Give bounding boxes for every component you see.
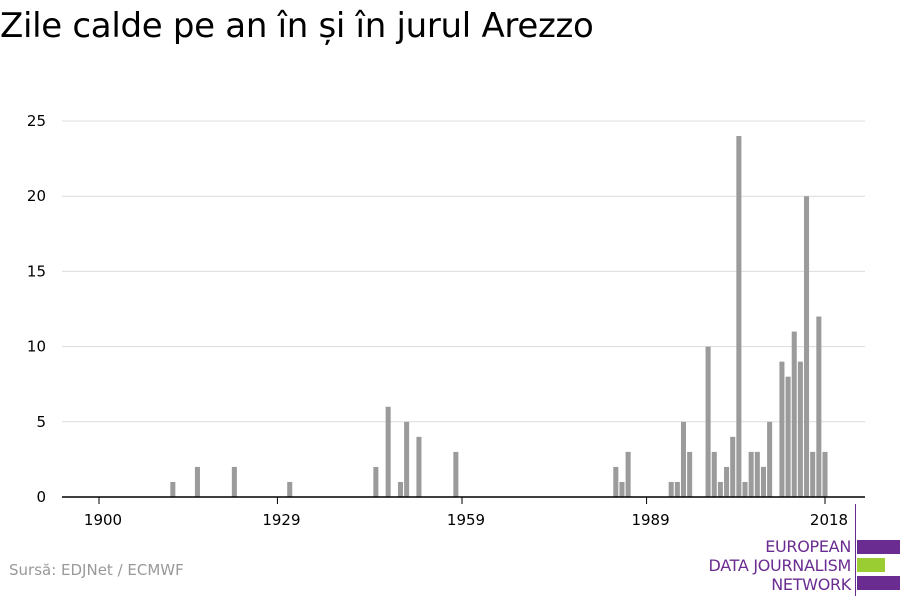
bar (724, 466, 730, 497)
bar (742, 481, 748, 497)
bar (779, 361, 785, 497)
bar (613, 466, 619, 497)
logo-text-line: DATA JOURNALISM (708, 556, 852, 575)
gridlines (62, 120, 865, 423)
bar (822, 451, 828, 497)
bar (717, 481, 723, 497)
bar (287, 481, 293, 497)
y-tick-label: 20 (27, 187, 46, 205)
logo-bar (857, 576, 900, 590)
bar (231, 466, 237, 497)
bar (730, 436, 736, 497)
logo-text-line: NETWORK (771, 575, 851, 594)
bar (385, 406, 391, 497)
x-tick-label: 2018 (810, 511, 848, 529)
y-tick-label: 25 (27, 112, 46, 130)
x-tick-label: 1959 (447, 511, 485, 529)
bars (170, 136, 828, 498)
y-tick-label: 0 (36, 488, 46, 506)
bar (816, 316, 822, 497)
bar (170, 481, 176, 497)
bar (736, 136, 742, 498)
x-tick-label: 1989 (631, 511, 669, 529)
bar (194, 466, 200, 497)
logo-bar (857, 540, 900, 554)
y-tick-label: 15 (27, 262, 46, 280)
axes: 0 5 10 15 20 25 1900 1929 1959 1989 2018 (27, 112, 865, 529)
bar (687, 451, 693, 497)
bar (767, 421, 773, 497)
y-tick-label: 5 (36, 413, 46, 431)
bar (619, 481, 625, 497)
bar (705, 346, 711, 497)
chart-title: Zile calde pe an în și în jurul Arezzo (0, 6, 594, 46)
bar (397, 481, 403, 497)
bar (404, 421, 410, 497)
logo-text-line: EUROPEAN (765, 537, 851, 556)
bar (748, 451, 754, 497)
bar (416, 436, 422, 497)
bar (668, 481, 674, 497)
y-tick-label: 10 (27, 338, 46, 356)
bar (453, 451, 459, 497)
bar (754, 451, 760, 497)
x-tick-label: 1900 (84, 511, 122, 529)
edjnet-logo[interactable]: EUROPEAN DATA JOURNALISM NETWORK (700, 504, 900, 596)
bar (804, 196, 810, 497)
bar (680, 421, 687, 497)
bar (810, 451, 816, 497)
bar (373, 466, 379, 497)
bar (760, 466, 766, 497)
bar (785, 376, 791, 497)
bar (791, 331, 797, 497)
x-tick-label: 1929 (262, 511, 300, 529)
logo-bar (857, 558, 885, 572)
source-note: Sursă: EDJNet / ECMWF (9, 561, 184, 579)
bar (674, 481, 680, 497)
bar (797, 361, 803, 497)
bar (711, 451, 717, 497)
bar (625, 451, 631, 497)
logo-rule (855, 504, 856, 596)
